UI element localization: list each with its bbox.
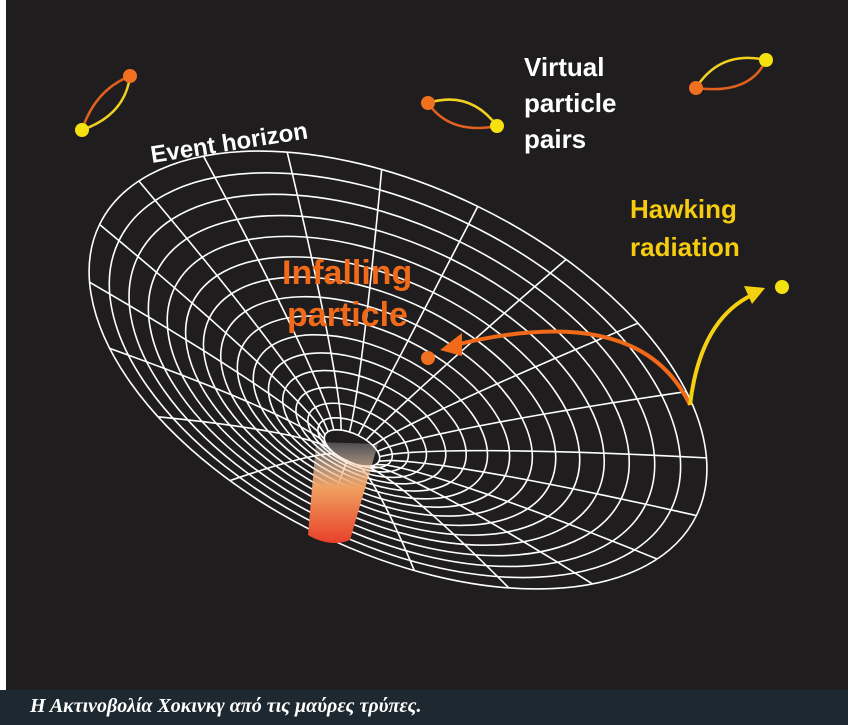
caption: Η Ακτινοβολία Χοκινκγ από τις μαύρες τρύ… [29, 695, 421, 717]
infalling-particle [421, 351, 435, 365]
diagram: Virtual particle pairs Event horizon Haw… [0, 0, 848, 725]
page: {"labels": {"virtual": ["Virtual", "part… [0, 0, 848, 725]
label-line: radiation [630, 232, 740, 262]
label-line: Hawking [630, 194, 737, 224]
escaping-particle [775, 280, 789, 294]
label-line: Virtual [524, 52, 604, 82]
label-line: particle [287, 296, 408, 334]
label-line: particle [524, 88, 617, 118]
label-line: Infalling [282, 254, 412, 292]
label-line: pairs [524, 124, 586, 154]
